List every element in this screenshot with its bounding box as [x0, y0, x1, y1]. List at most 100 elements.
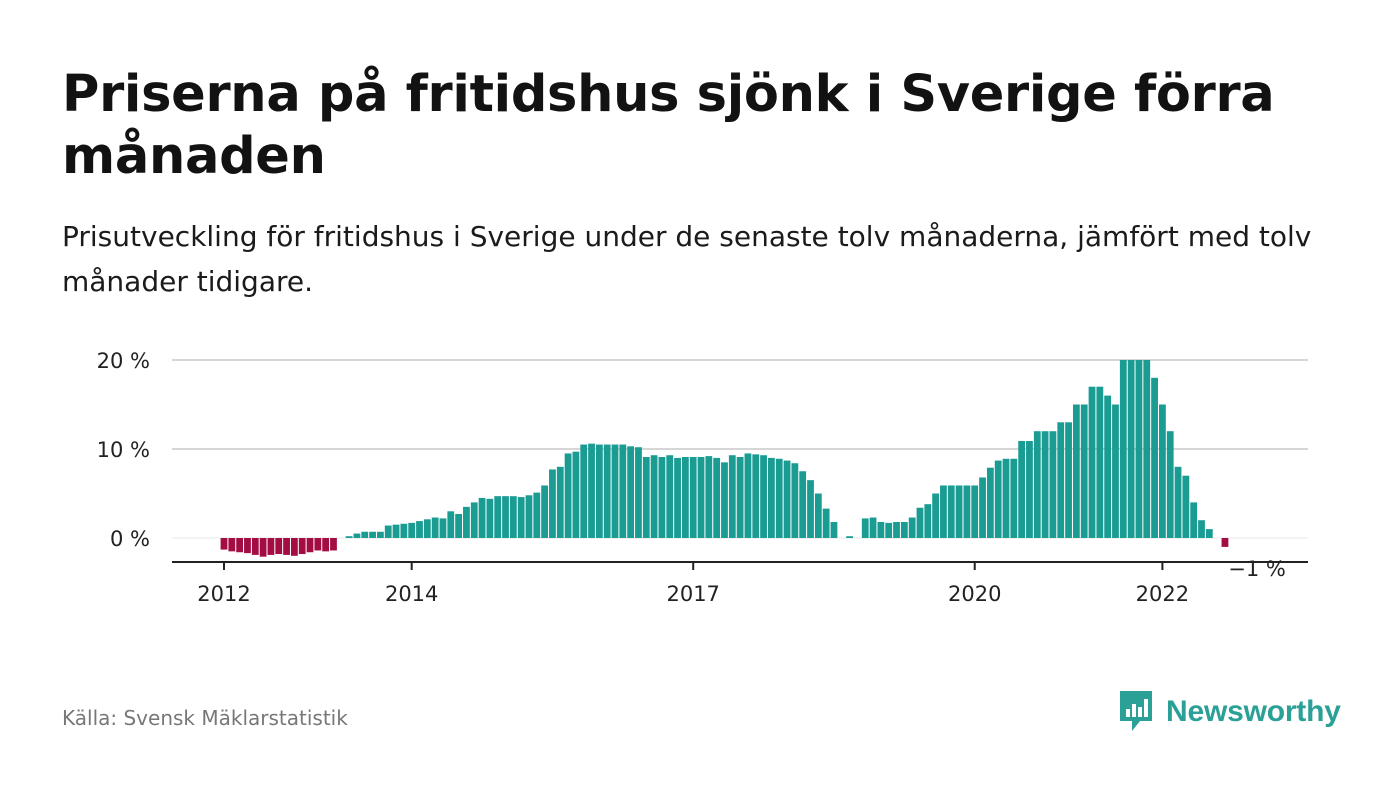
bar — [893, 521, 900, 538]
bar — [1205, 529, 1213, 538]
bar — [979, 477, 986, 538]
bar — [713, 457, 721, 538]
bar — [869, 517, 877, 538]
bar — [1018, 440, 1026, 538]
bar — [721, 462, 728, 538]
x-tick-label: 2020 — [948, 582, 1001, 606]
bar — [916, 507, 924, 538]
bar — [885, 522, 893, 538]
bar — [588, 443, 595, 538]
bar — [1198, 520, 1205, 538]
y-tick-label: 20 % — [97, 349, 150, 373]
bar — [463, 506, 470, 538]
bar — [814, 493, 822, 538]
bar — [1088, 386, 1096, 538]
bar — [1080, 404, 1088, 538]
bar — [861, 518, 869, 538]
bar — [986, 467, 994, 538]
bar — [298, 538, 306, 555]
bar — [322, 538, 330, 552]
bar — [400, 523, 408, 538]
bar — [830, 521, 838, 538]
bar — [760, 455, 767, 538]
bar — [627, 446, 635, 538]
bar — [1135, 360, 1143, 538]
bar — [1049, 431, 1057, 538]
bar — [314, 538, 322, 551]
x-tick-label: 2017 — [666, 582, 719, 606]
chart-title: Priserna på fritidshus sjönk i Sverige f… — [62, 65, 1275, 186]
bar — [541, 485, 549, 538]
bar — [369, 531, 376, 538]
bar — [674, 457, 681, 538]
bar — [439, 518, 447, 538]
bar — [1104, 395, 1112, 538]
bar — [580, 444, 588, 538]
bar — [1174, 466, 1182, 538]
bar — [947, 485, 955, 538]
bar — [494, 496, 502, 538]
bars — [220, 360, 1229, 557]
bar — [251, 538, 259, 555]
bar — [689, 457, 697, 538]
bar — [697, 457, 705, 538]
bar — [650, 455, 658, 538]
bar — [822, 508, 830, 538]
bar — [940, 485, 947, 538]
bar — [619, 444, 627, 538]
bar — [642, 457, 650, 538]
newsworthy-logo-icon — [1120, 691, 1152, 731]
bar — [681, 457, 689, 538]
bar — [267, 538, 275, 555]
bar — [447, 511, 455, 538]
bar — [963, 485, 971, 538]
bar — [353, 533, 361, 538]
bar — [924, 504, 932, 538]
bar — [1221, 538, 1229, 547]
brand-name: Newsworthy — [1166, 695, 1341, 728]
bar — [666, 455, 674, 538]
bar — [752, 454, 760, 538]
bar — [1112, 404, 1119, 538]
bar — [306, 538, 314, 553]
bar — [423, 519, 431, 538]
bar — [955, 485, 963, 538]
bar — [1143, 360, 1151, 538]
bar — [728, 455, 736, 538]
bar — [900, 521, 908, 538]
bar — [556, 466, 564, 538]
bar — [377, 531, 384, 538]
bar — [431, 517, 439, 538]
bar-chart: 0 % 10 % 20 % 2012 2014 2017 2020 2022 −1 % — [97, 349, 1308, 606]
x-tick-label: 2012 — [197, 582, 250, 606]
bar — [525, 495, 533, 538]
bar — [564, 453, 572, 538]
bar — [775, 458, 783, 538]
bar — [330, 538, 337, 551]
bar — [799, 471, 807, 538]
bar — [220, 538, 228, 550]
bar — [744, 453, 752, 538]
bar — [361, 531, 369, 538]
bar — [658, 457, 666, 538]
x-axis — [172, 561, 1308, 570]
bar — [768, 457, 775, 538]
bar — [791, 463, 799, 538]
bar — [345, 536, 353, 538]
bar — [572, 451, 580, 538]
bar — [705, 456, 713, 538]
y-tick-label: 0 % — [110, 527, 150, 551]
bar — [1072, 404, 1080, 538]
brand[interactable]: Newsworthy — [1118, 688, 1341, 736]
bar — [1065, 422, 1072, 538]
bar — [611, 444, 619, 538]
y-tick-label: 10 % — [97, 438, 150, 462]
value-annotation: −1 % — [1228, 557, 1286, 581]
bar — [736, 457, 744, 538]
bar — [932, 493, 940, 538]
bar — [470, 502, 478, 538]
bar — [1033, 431, 1041, 538]
bar — [259, 538, 267, 557]
bar — [486, 498, 494, 538]
bar — [1182, 475, 1190, 538]
